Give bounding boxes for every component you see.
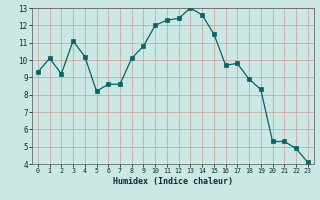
X-axis label: Humidex (Indice chaleur): Humidex (Indice chaleur) (113, 177, 233, 186)
